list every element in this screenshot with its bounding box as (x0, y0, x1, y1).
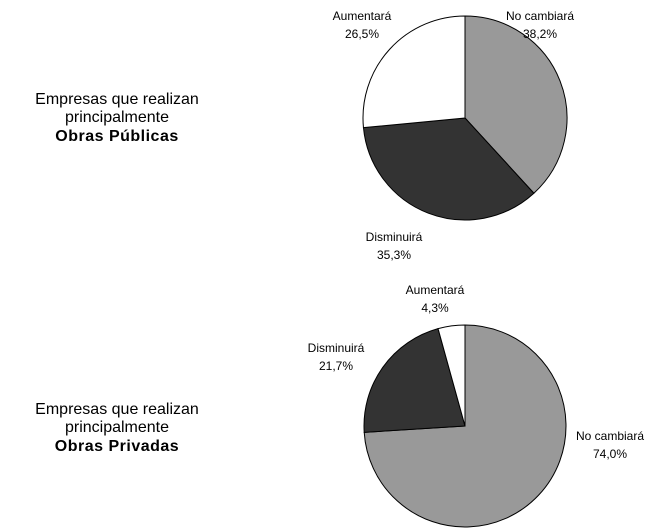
side-title: principalmente (65, 109, 169, 126)
side-title: Empresas que realizan (35, 401, 199, 418)
slice-value: 4,3% (421, 301, 449, 315)
side-subtitle: Obras Privadas (55, 438, 179, 455)
slice-value: 35,3% (377, 248, 411, 262)
pie-slice (437, 324, 466, 427)
slice-value: 38,2% (523, 27, 557, 41)
slice-name: No cambiará (506, 9, 574, 23)
pie-slice (362, 15, 466, 129)
slice-name: No cambiará (576, 429, 644, 443)
slice-name: Disminuirá (366, 230, 423, 244)
slice-name: Disminuirá (308, 341, 365, 355)
slice-value: 74,0% (593, 447, 627, 461)
slice-name: Aumentará (333, 9, 392, 23)
slice-value: 21,7% (319, 359, 353, 373)
slice-value: 26,5% (345, 27, 379, 41)
side-title: principalmente (65, 419, 169, 436)
side-subtitle: Obras Públicas (55, 128, 179, 145)
pie-slice (464, 15, 568, 194)
side-title: Empresas que realizan (35, 91, 199, 108)
slice-name: Aumentará (406, 283, 465, 297)
pie-slice (363, 328, 466, 433)
pie-slice (362, 117, 535, 221)
